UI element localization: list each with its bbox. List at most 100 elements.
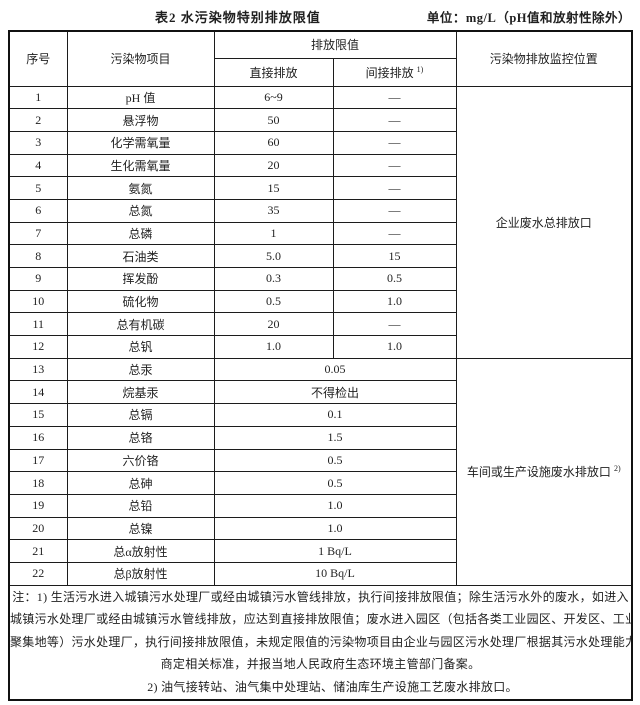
seq-cell: 11 xyxy=(8,312,68,337)
monitor-cell-section1: 企业废水总排放口 xyxy=(455,85,633,359)
pollutant-cell: 六价铬 xyxy=(66,448,215,473)
unit-label: 单位：mg/L（pH值和放射性除外） xyxy=(426,11,631,25)
indirect-limit-cell: 1.0 xyxy=(332,289,457,314)
pollutant-cell: 总β放射性 xyxy=(66,561,215,586)
seq-cell: 18 xyxy=(8,471,68,495)
pollutant-cell: 总氮 xyxy=(66,198,215,223)
seq-cell: 12 xyxy=(8,335,68,359)
merged-limit-cell: 1.0 xyxy=(213,516,457,541)
table-row: 17 六价铬 0.5 xyxy=(8,448,632,473)
header-row-1: 序号 污染物项目 排放限值 污染物排放监控位置 xyxy=(8,30,633,87)
indirect-limit-cell: — xyxy=(332,221,457,246)
pollutant-cell: 悬浮物 xyxy=(66,108,215,132)
table-row: 2 悬浮物 50 — xyxy=(8,108,632,132)
limits-table-wrap: 序号 污染物项目 排放限值 污染物排放监控位置 直接排放 间接排放 1) 1 p… xyxy=(8,30,634,701)
pollutant-cell: 挥发酚 xyxy=(66,267,215,291)
table-row: 22 总β放射性 10 Bq/L xyxy=(8,561,632,586)
seq-cell: 14 xyxy=(8,380,68,405)
seq-cell: 15 xyxy=(8,403,68,427)
indirect-limit-cell: — xyxy=(332,198,457,223)
pollutant-cell: 总镍 xyxy=(66,516,215,541)
table-row: 11 总有机碳 20 — xyxy=(8,312,632,337)
pollutant-cell: 总铬 xyxy=(66,425,215,450)
pollutant-cell: 化学需氧量 xyxy=(66,130,215,155)
indirect-limit-cell: — xyxy=(332,312,457,337)
table-row: 3 化学需氧量 60 — xyxy=(8,130,632,155)
indirect-limit-cell: — xyxy=(332,130,457,155)
seq-cell: 3 xyxy=(8,130,68,155)
table-row: 21 总α放射性 1 Bq/L xyxy=(8,539,632,563)
footnote-ref-1: 1) xyxy=(416,64,424,74)
indirect-limit-cell: — xyxy=(332,153,457,178)
pollutant-cell: 石油类 xyxy=(66,244,215,268)
indirect-limit-cell: 15 xyxy=(332,244,457,268)
direct-limit-cell: 35 xyxy=(213,198,334,223)
footnote-ref-2: 2) xyxy=(613,464,621,474)
note-line: 城镇污水处理厂或经由城镇污水管线排放，应达到直接排放限值；废水进入园区（包括各类… xyxy=(10,612,633,627)
pollutant-cell: 烷基汞 xyxy=(66,380,215,405)
notes-cell: 注：1) 生活污水进入城镇污水处理厂或经由城镇污水管线排放，执行间接排放限值；除… xyxy=(8,584,633,701)
pollutant-cell: 总α放射性 xyxy=(66,539,215,563)
merged-limit-cell: 不得检出 xyxy=(213,380,457,405)
direct-limit-cell: 50 xyxy=(213,108,334,132)
limits-table: 序号 污染物项目 排放限值 污染物排放监控位置 直接排放 间接排放 1) 1 p… xyxy=(8,30,634,701)
seq-cell: 20 xyxy=(8,516,68,541)
pollutant-cell: 总铅 xyxy=(66,493,215,518)
seq-cell: 19 xyxy=(8,493,68,518)
pollutant-cell: pH 值 xyxy=(66,85,215,110)
merged-limit-cell: 0.5 xyxy=(213,471,457,495)
pollutant-cell: 生化需氧量 xyxy=(66,153,215,178)
header-pollutant: 污染物项目 xyxy=(66,30,215,87)
table-row: 6 总氮 35 — xyxy=(8,198,632,223)
merged-limit-cell: 0.1 xyxy=(213,403,457,427)
seq-cell: 22 xyxy=(8,561,68,586)
header-indirect: 间接排放 1) xyxy=(332,57,457,87)
merged-limit-cell: 1 Bq/L xyxy=(213,539,457,563)
note-line: 2) 油气接转站、油气集中处理站、储油库生产设施工艺废水排放口。 xyxy=(147,680,518,694)
table-row: 14 烷基汞 不得检出 xyxy=(8,380,632,405)
direct-limit-cell: 0.5 xyxy=(213,289,334,314)
table-row: 20 总镍 1.0 xyxy=(8,516,632,541)
indirect-limit-cell: 1.0 xyxy=(332,335,457,359)
merged-limit-cell: 10 Bq/L xyxy=(213,561,457,586)
table-title: 表2 水污染物特别排放限值 xyxy=(155,10,321,25)
direct-limit-cell: 15 xyxy=(213,176,334,200)
seq-cell: 2 xyxy=(8,108,68,132)
direct-limit-cell: 6~9 xyxy=(213,85,334,110)
table-row: 9 挥发酚 0.3 0.5 xyxy=(8,267,632,291)
seq-cell: 21 xyxy=(8,539,68,563)
pollutant-cell: 总钒 xyxy=(66,335,215,359)
seq-cell: 17 xyxy=(8,448,68,473)
header-limits: 排放限值 xyxy=(213,30,457,59)
notes-row: 注：1) 生活污水进入城镇污水处理厂或经由城镇污水管线排放，执行间接排放限值；除… xyxy=(8,584,633,701)
note-line: 聚集地等）污水处理厂，执行间接排放限值，未规定限值的污染物项目由企业与园区污水处… xyxy=(10,634,633,649)
header-seq: 序号 xyxy=(8,30,68,87)
direct-limit-cell: 20 xyxy=(213,153,334,178)
table-row: 13 总汞 0.05 车间或生产设施废水排放口 2) xyxy=(8,357,633,586)
table-row: 10 硫化物 0.5 1.0 xyxy=(8,289,632,314)
direct-limit-cell: 60 xyxy=(213,130,334,155)
indirect-limit-cell: — xyxy=(332,85,457,110)
pollutant-cell: 总汞 xyxy=(66,357,215,382)
seq-cell: 13 xyxy=(8,357,68,382)
seq-cell: 4 xyxy=(8,153,68,178)
monitor-cell-section2: 车间或生产设施废水排放口 2) xyxy=(455,357,633,586)
pollutant-cell: 氨氮 xyxy=(66,176,215,200)
seq-cell: 10 xyxy=(8,289,68,314)
seq-cell: 5 xyxy=(8,176,68,200)
direct-limit-cell: 5.0 xyxy=(213,244,334,268)
header-indirect-label: 间接排放 xyxy=(365,65,414,80)
merged-limit-cell: 1.5 xyxy=(213,425,457,450)
table-row: 18 总砷 0.5 xyxy=(8,471,632,495)
seq-cell: 1 xyxy=(8,85,68,110)
header-row-2: 直接排放 间接排放 1) xyxy=(9,57,632,87)
direct-limit-cell: 1.0 xyxy=(213,335,334,359)
seq-cell: 7 xyxy=(8,221,68,246)
header-direct: 直接排放 xyxy=(213,57,334,87)
table-row: 5 氨氮 15 — xyxy=(8,176,632,200)
pollutant-cell: 总磷 xyxy=(66,221,215,246)
seq-cell: 8 xyxy=(8,244,68,268)
table-row: 1 pH 值 6~9 — 企业废水总排放口 xyxy=(8,85,633,359)
pollutant-cell: 硫化物 xyxy=(66,289,215,314)
